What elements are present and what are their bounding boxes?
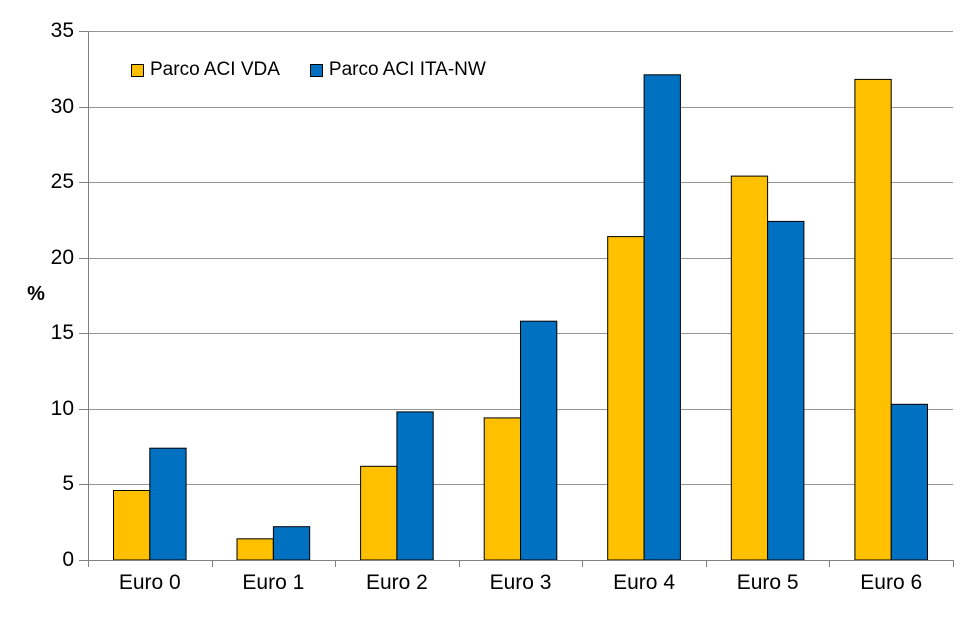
x-category-label-euro-6: Euro 6 (860, 571, 923, 594)
x-category-label-euro-2: Euro 2 (365, 571, 428, 594)
y-tick-label-25: 25 (50, 170, 74, 193)
bar-parco-aci-vda-euro-5 (730, 175, 769, 561)
bar-parco-aci-vda-euro-2 (360, 465, 398, 561)
legend-label-ita-nw: Parco ACI ITA-NW (328, 59, 486, 80)
bar-parco-aci-ita-nw-euro-2 (396, 411, 434, 561)
x-category-label-euro-3: Euro 3 (489, 571, 552, 594)
legend: Parco ACI VDA Parco ACI ITA-NW (131, 59, 486, 81)
y-tick-label-35: 35 (50, 19, 74, 42)
y-tick-label-0: 0 (62, 548, 74, 571)
bar-parco-aci-vda-euro-1 (236, 538, 274, 561)
bar-parco-aci-ita-nw-euro-1 (272, 526, 311, 561)
legend-item-parco-aci-ita-nw: Parco ACI ITA-NW (309, 59, 486, 81)
legend-label-vda: Parco ACI VDA (150, 59, 280, 80)
y-tick-label-30: 30 (50, 95, 74, 118)
bar-parco-aci-vda-euro-4 (607, 236, 645, 561)
bar-parco-aci-ita-nw-euro-3 (520, 320, 558, 561)
x-category-label-euro-1: Euro 1 (242, 571, 305, 594)
y-tick-label-20: 20 (50, 246, 74, 269)
y-tick-label-5: 5 (62, 472, 74, 495)
legend-swatch-ita-nw-icon (309, 63, 323, 77)
bar-parco-aci-ita-nw-euro-5 (767, 220, 805, 561)
bar-parco-aci-ita-nw-euro-6 (890, 403, 929, 561)
x-category-label-euro-5: Euro 5 (736, 571, 799, 594)
legend-item-parco-aci-vda: Parco ACI VDA (131, 59, 280, 81)
bar-parco-aci-vda-euro-3 (483, 417, 522, 561)
x-category-label-euro-0: Euro 0 (118, 571, 181, 594)
y-tick-label-10: 10 (50, 397, 74, 420)
y-tick-label-15: 15 (50, 321, 74, 344)
x-category-label-euro-4: Euro 4 (613, 571, 675, 594)
bar-parco-aci-ita-nw-euro-4 (643, 74, 681, 561)
legend-swatch-vda-icon (131, 63, 144, 77)
bar-parco-aci-vda-euro-0 (113, 490, 151, 561)
bar-parco-aci-ita-nw-euro-0 (149, 447, 187, 561)
bar-parco-aci-vda-euro-6 (854, 78, 892, 561)
y-axis-title: % (27, 283, 45, 305)
